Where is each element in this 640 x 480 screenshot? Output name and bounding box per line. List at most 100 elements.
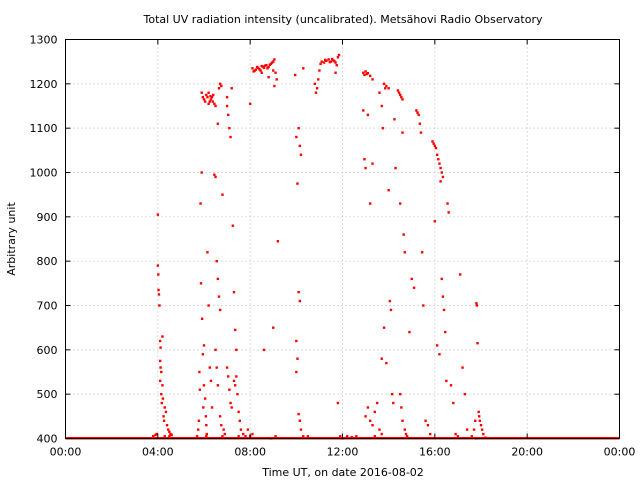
data-point xyxy=(164,410,168,414)
data-point xyxy=(157,293,161,296)
x-axis-label: Time UT, on date 2016-08-02 xyxy=(261,466,424,479)
data-point xyxy=(200,317,204,320)
data-point xyxy=(251,67,254,70)
data-point xyxy=(424,419,427,422)
data-point xyxy=(213,102,216,105)
data-point xyxy=(444,330,447,334)
data-point xyxy=(195,435,199,438)
data-point xyxy=(275,78,278,81)
data-point xyxy=(459,273,462,276)
data-point xyxy=(295,370,298,374)
x-tick-label: 12:00 xyxy=(327,446,359,459)
data-point xyxy=(230,87,233,90)
data-point xyxy=(254,68,258,71)
data-point xyxy=(338,435,342,438)
data-point xyxy=(239,428,243,431)
y-axis-ticks: 400 500 600 700 800 900 1000 1100 1200 1300 xyxy=(30,34,620,446)
data-point xyxy=(299,153,303,156)
data-point xyxy=(232,379,236,383)
data-point xyxy=(441,295,445,298)
data-point xyxy=(214,175,217,179)
data-point xyxy=(167,428,170,431)
data-point xyxy=(218,415,222,418)
data-point xyxy=(209,98,213,101)
data-point xyxy=(435,344,439,347)
data-point xyxy=(337,53,341,57)
data-point xyxy=(273,58,276,61)
data-point xyxy=(323,58,327,62)
data-point xyxy=(222,428,225,431)
data-point xyxy=(201,353,205,356)
data-point xyxy=(306,435,310,438)
data-point xyxy=(366,71,370,75)
data-point xyxy=(229,135,232,139)
data-point xyxy=(401,131,404,134)
data-point xyxy=(268,63,271,66)
data-point xyxy=(235,375,238,378)
data-point xyxy=(336,401,340,405)
data-point xyxy=(463,392,467,396)
data-point xyxy=(433,220,437,223)
data-point xyxy=(205,435,208,438)
data-point xyxy=(474,419,477,422)
data-point xyxy=(317,78,320,81)
data-point xyxy=(220,84,223,88)
x-tick-label: 04:00 xyxy=(142,446,174,459)
data-point xyxy=(257,66,260,70)
data-point xyxy=(479,424,483,427)
data-point xyxy=(447,211,450,214)
y-tick-label: 1200 xyxy=(30,78,58,91)
data-point xyxy=(297,126,300,130)
data-point xyxy=(158,359,162,363)
data-point xyxy=(375,401,379,405)
data-point xyxy=(364,415,367,418)
data-point xyxy=(216,122,220,125)
data-point xyxy=(364,70,367,73)
data-point xyxy=(208,366,211,369)
data-point xyxy=(202,406,205,409)
data-point xyxy=(207,304,210,307)
data-point xyxy=(328,60,332,64)
data-point xyxy=(418,122,422,125)
data-point xyxy=(216,277,220,281)
data-point xyxy=(237,410,240,414)
data-point xyxy=(397,91,401,94)
data-point xyxy=(402,233,405,236)
data-point xyxy=(163,435,166,438)
data-point xyxy=(440,171,443,174)
data-point xyxy=(477,415,481,418)
data-point xyxy=(366,406,370,409)
data-point xyxy=(198,370,201,374)
data-point xyxy=(205,93,208,97)
data-point xyxy=(439,180,442,183)
y-tick-label: 900 xyxy=(37,211,58,224)
data-point xyxy=(364,166,367,170)
data-point xyxy=(387,87,390,90)
data-point xyxy=(267,75,270,79)
data-point xyxy=(168,430,171,434)
data-point xyxy=(246,428,250,431)
y-tick-label: 1300 xyxy=(30,34,58,47)
data-point xyxy=(438,162,441,165)
data-point xyxy=(298,144,301,148)
data-point xyxy=(315,87,319,90)
data-point xyxy=(422,304,425,307)
y-tick-label: 500 xyxy=(37,388,58,401)
data-point xyxy=(297,412,300,416)
data-point xyxy=(366,113,370,117)
data-point xyxy=(380,432,383,436)
data-point xyxy=(382,82,386,86)
data-point xyxy=(204,415,208,418)
data-point xyxy=(456,435,460,438)
data-point xyxy=(295,135,298,139)
data-point xyxy=(399,392,402,396)
data-point xyxy=(262,66,266,70)
data-point xyxy=(480,428,484,431)
data-point xyxy=(214,104,217,108)
data-point xyxy=(399,202,402,205)
data-point xyxy=(472,428,476,431)
data-point xyxy=(209,379,213,383)
x-tick-label: 00:00 xyxy=(604,446,636,459)
data-point xyxy=(159,366,162,369)
data-point xyxy=(426,424,430,427)
